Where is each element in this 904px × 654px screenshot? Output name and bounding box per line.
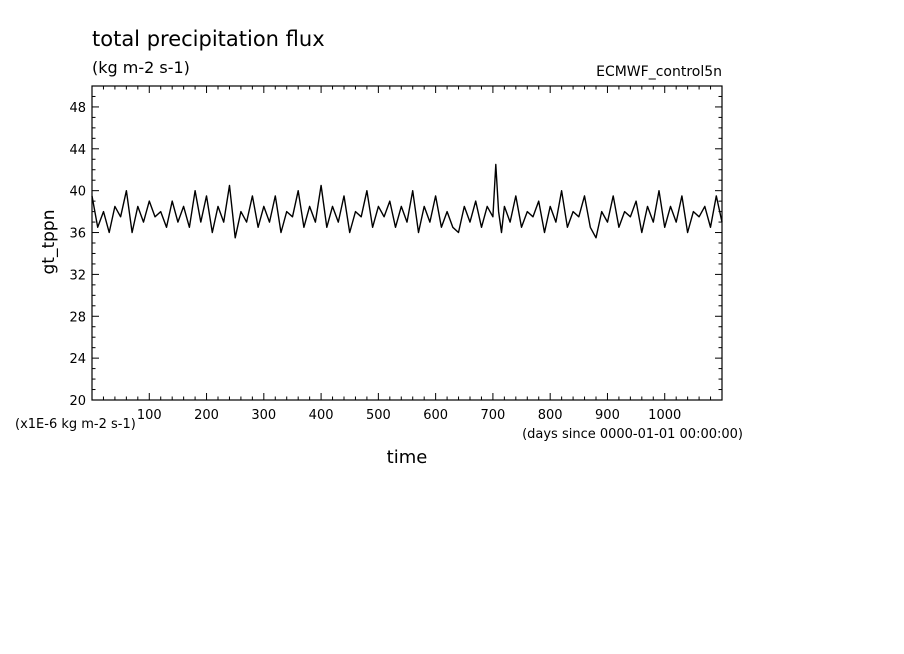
y-tick-label: 32 [69,268,86,283]
y-tick-label: 44 [69,143,86,158]
x-tick-label: 300 [251,408,276,423]
y-tick-label: 24 [69,352,86,367]
x-axis-label: time [387,447,428,468]
y-scale-note: (x1E-6 kg m-2 s-1) [15,417,136,432]
x-tick-label: 100 [137,408,162,423]
x-units-label: (days since 0000-01-01 00:00:00) [522,427,743,442]
x-tick-label: 200 [194,408,219,423]
chart-subtitle: (kg m-2 s-1) [92,58,190,77]
x-tick-label: 500 [366,408,391,423]
chart-title: total precipitation flux [92,27,325,51]
y-tick-label: 36 [69,227,86,242]
y-tick-label: 48 [69,101,86,116]
y-tick-label: 40 [69,185,86,200]
x-tick-label: 700 [480,408,505,423]
y-tick-label: 28 [69,310,86,325]
x-tick-label: 1000 [648,408,681,423]
x-tick-label: 600 [423,408,448,423]
y-axis-label: gt_tppn [39,210,59,275]
x-tick-label: 400 [309,408,334,423]
series-line [91,163,723,239]
x-tick-label: 900 [595,408,620,423]
y-tick-label: 20 [69,394,86,409]
source-label: ECMWF_control5n [596,64,722,80]
x-tick-label: 800 [538,408,563,423]
